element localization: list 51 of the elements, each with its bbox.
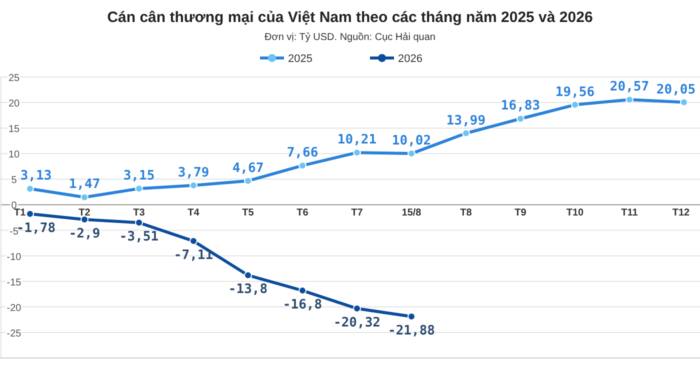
point [135,218,143,227]
data-label: 13,99 [446,113,486,128]
data-label: -16,8 [282,298,322,313]
x-tick-label: T9 [514,208,527,219]
x-tick-label: T3 [133,208,146,219]
data-label: 19,56 [555,84,595,100]
data-label: 20,05 [656,82,696,98]
point [190,237,198,246]
x-tick-label: 15/8 [402,208,422,219]
chart-subtitle: Đơn vị: Tỷ USD. Nguồn: Cục Hải quan [264,32,436,43]
point [244,271,252,280]
data-label: -3,51 [119,230,159,245]
y-tick-label: 25 [8,73,20,84]
data-label: 10,21 [337,132,377,148]
y-tick-label: 5 [11,175,18,186]
data-label: -7,11 [174,248,214,264]
x-tick-label: T10 [566,208,584,219]
data-label: 4,67 [232,160,264,176]
x-tick-label: T1 [14,208,26,219]
x-tick-label: T11 [621,208,638,219]
data-label: -20,32 [334,316,380,331]
data-label: 3,79 [178,165,210,180]
x-tick-label: T2 [78,208,91,219]
x-tick-label: T6 [296,208,309,219]
y-tick-label: 10 [8,150,20,161]
data-label: -13,8 [228,282,268,298]
y-tick-label: -5 [10,226,19,238]
legend-label: 2026 [398,53,422,65]
x-tick-label: T12 [672,208,690,219]
data-label: 20,57 [610,80,650,95]
chart-title: Cán cân thương mại của Việt Nam theo các tháng năm 2025 và 2026 [107,9,593,26]
data-label: 3,13 [20,168,52,184]
y-tick-label: -15 [6,277,22,288]
y-tick-label: 15 [8,124,20,136]
data-label: 1,47 [68,177,100,192]
y-tick-label: -25 [6,328,22,340]
y-tick-label: -20 [6,302,22,314]
data-label: -21,88 [388,324,436,339]
data-label: 16,83 [500,98,540,114]
data-label: 10,02 [392,134,432,149]
y-tick-label: 20 [8,98,20,110]
data-label: 3,15 [123,168,155,184]
data-label: 7,66 [286,146,318,161]
point [26,210,34,218]
y-tick-label: -10 [6,252,22,263]
x-tick-label: T8 [460,208,472,219]
x-tick-label: T7 [351,208,364,219]
legend-label: 2025 [288,53,312,65]
x-tick-label: T4 [188,208,200,219]
x-tick-label: T5 [242,208,254,219]
data-label: -2,9 [68,226,100,242]
